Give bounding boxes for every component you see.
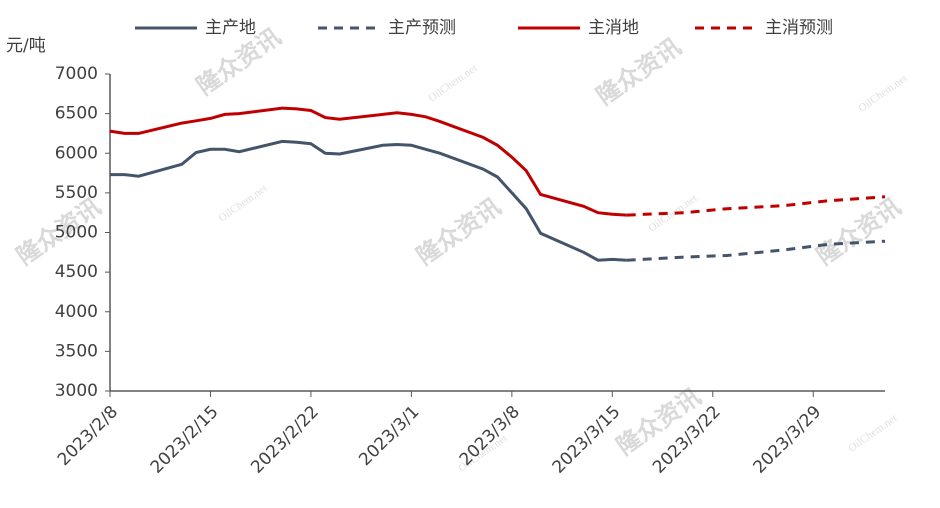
- y-tick-label: 6500: [55, 104, 98, 124]
- series-line: [110, 139, 627, 262]
- watermark: OilChem.net: [216, 182, 269, 224]
- x-tick-label: 2023/2/15: [147, 402, 223, 478]
- watermark: 隆众资讯: [811, 193, 906, 271]
- y-tick-label: 3000: [55, 381, 98, 401]
- y-tick-label: 5500: [55, 183, 98, 203]
- x-tick-label: 2023/2/8: [54, 402, 122, 470]
- watermark: 隆众资讯: [411, 193, 506, 271]
- y-tick-label: 6000: [55, 143, 98, 163]
- y-tick-label: 5000: [55, 223, 98, 243]
- y-tick-label: 4500: [55, 262, 98, 282]
- watermark: 隆众资讯: [591, 33, 686, 111]
- x-tick-label: 2023/3/29: [750, 402, 826, 478]
- watermark: OilChem.net: [846, 412, 899, 454]
- legend-label: 主产地: [205, 18, 256, 38]
- x-tick-label: 2023/3/1: [355, 402, 423, 470]
- watermark: OilChem.net: [856, 72, 909, 114]
- series-line: [109, 106, 627, 217]
- x-tick-label: 2023/2/22: [247, 402, 323, 478]
- y-tick-label: 7000: [55, 64, 98, 84]
- legend-label: 主消预测: [765, 18, 833, 38]
- y-tick-label: 3500: [55, 341, 98, 361]
- series-line: [626, 195, 886, 217]
- watermark: OilChem.net: [426, 62, 479, 104]
- x-tick-label: 2023/3/8: [456, 402, 524, 470]
- series-line: [626, 239, 886, 262]
- y-tick-label: 4000: [55, 302, 98, 322]
- y-axis-label: 元/吨: [6, 36, 46, 56]
- legend-label: 主消地: [588, 18, 639, 38]
- legend-label: 主产预测: [388, 18, 456, 38]
